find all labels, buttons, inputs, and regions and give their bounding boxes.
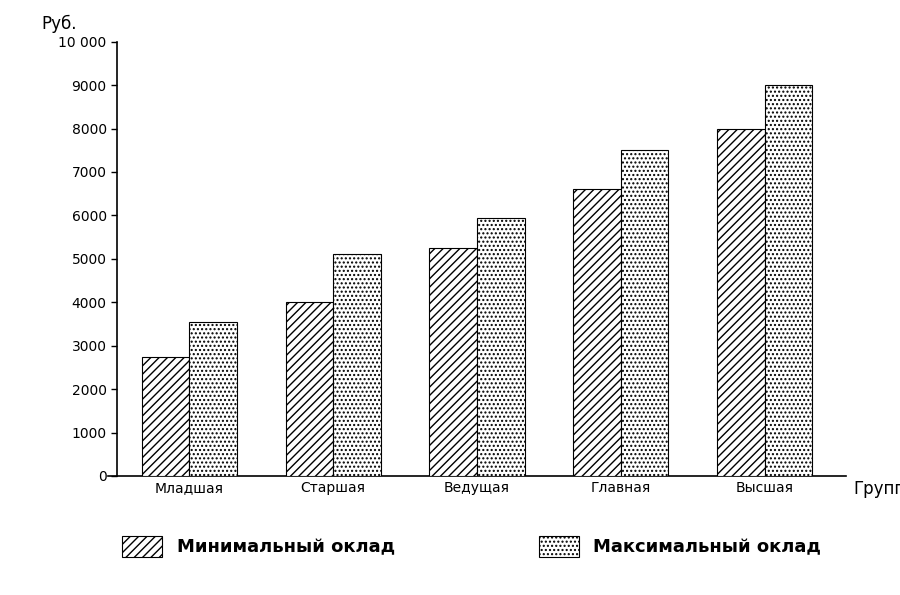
Bar bbox=[141, 356, 189, 476]
Bar bbox=[573, 189, 621, 476]
Text: Руб.: Руб. bbox=[41, 15, 77, 33]
Bar bbox=[621, 150, 669, 476]
Bar bbox=[285, 302, 333, 476]
Text: Группа: Группа bbox=[853, 480, 900, 499]
Legend: Минимальный оклад, Максимальный оклад: Минимальный оклад, Максимальный оклад bbox=[117, 531, 826, 562]
Bar bbox=[717, 129, 765, 476]
Bar bbox=[333, 255, 381, 476]
Bar bbox=[765, 85, 813, 476]
Bar bbox=[429, 248, 477, 476]
Bar bbox=[189, 322, 237, 476]
Bar bbox=[477, 218, 525, 476]
